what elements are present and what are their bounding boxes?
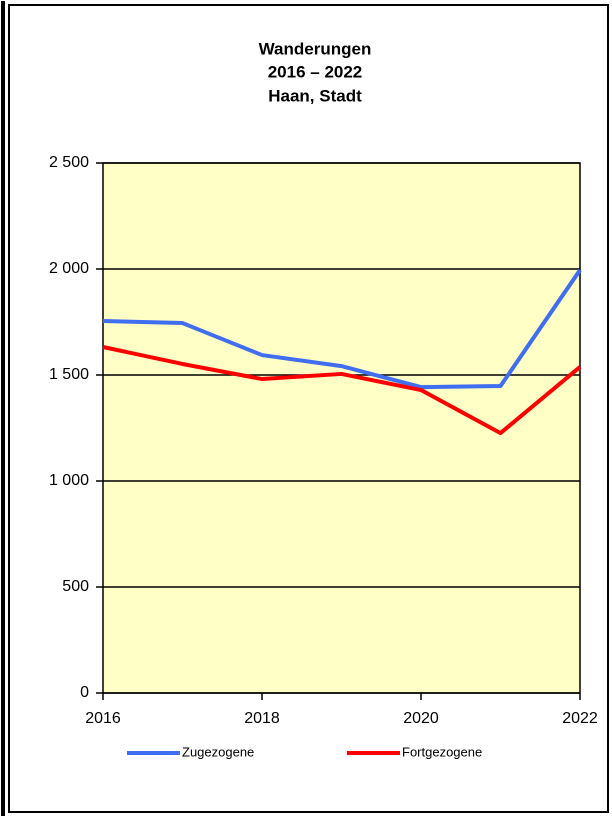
y-tick-label: 0 <box>80 684 89 701</box>
y-tick-label: 2 500 <box>49 154 89 171</box>
x-tick-label: 2016 <box>85 710 121 727</box>
line-series <box>102 268 582 390</box>
legend-label: Zugezogene <box>182 744 254 759</box>
y-tick-label: 500 <box>62 578 89 595</box>
chart-title: Wanderungen <box>259 39 372 58</box>
y-tick-label: 1 000 <box>49 472 89 489</box>
plot-area <box>103 163 580 693</box>
x-tick-label: 2020 <box>403 710 439 727</box>
x-tick-label: 2018 <box>244 710 280 727</box>
line-series <box>102 345 582 436</box>
plot-border <box>102 162 581 694</box>
y-tick-label: 2 000 <box>49 260 89 277</box>
y-tick-label: 1 500 <box>49 366 89 383</box>
x-tick-label: 2022 <box>562 710 598 727</box>
chart-title: 2016 – 2022 <box>268 62 363 81</box>
frame-edge <box>1 1 5 816</box>
legend-label: Fortgezogene <box>402 744 482 759</box>
chart-title: Haan, Stadt <box>268 86 362 105</box>
